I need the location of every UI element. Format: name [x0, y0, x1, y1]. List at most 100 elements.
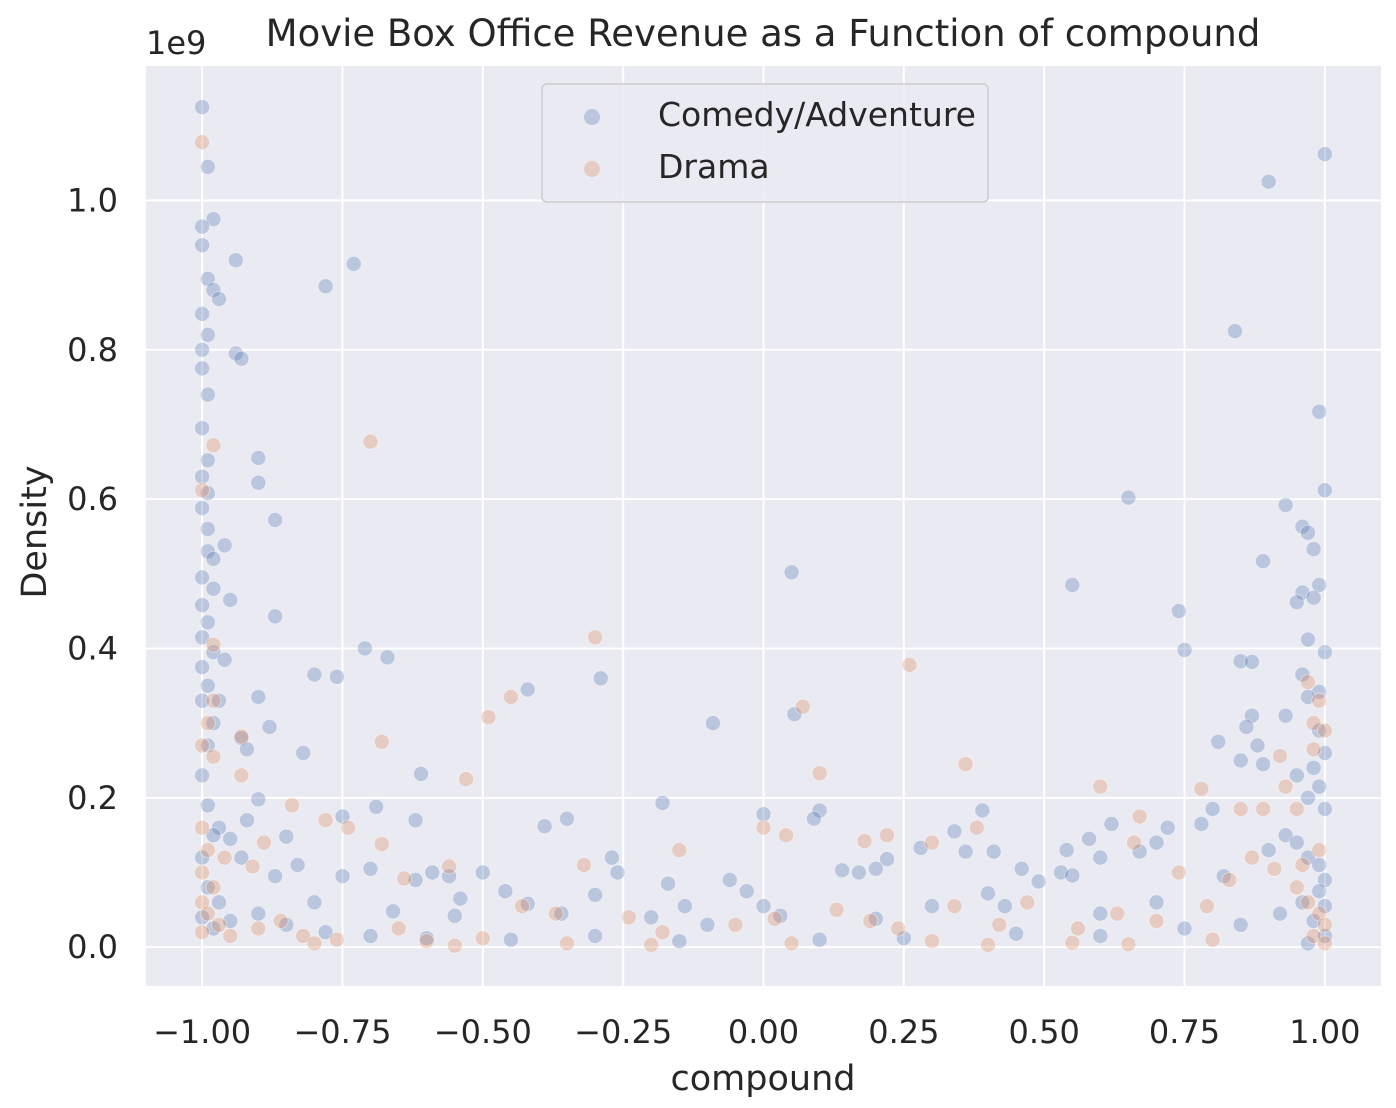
data-points — [194, 99, 1333, 954]
data-point — [1232, 752, 1249, 769]
data-point — [811, 931, 828, 948]
data-point — [413, 766, 430, 782]
data-point — [604, 849, 620, 866]
y-tick-label: 0.4 — [67, 629, 118, 667]
data-point — [295, 928, 312, 944]
data-point — [1176, 642, 1193, 658]
data-point — [250, 450, 267, 466]
data-point — [233, 849, 250, 866]
data-point — [699, 916, 716, 933]
data-point — [1317, 722, 1333, 739]
data-point — [587, 928, 603, 944]
data-point — [194, 629, 211, 646]
data-point — [1221, 872, 1238, 888]
legend-marker-drama — [584, 161, 600, 177]
data-point — [654, 924, 671, 941]
data-point — [233, 350, 250, 367]
data-point — [502, 689, 519, 705]
data-point — [446, 907, 463, 924]
data-point — [536, 818, 553, 835]
data-point — [255, 834, 272, 851]
data-point — [1305, 589, 1322, 606]
data-point — [1288, 594, 1305, 611]
data-point — [205, 715, 222, 731]
data-point — [1232, 916, 1249, 933]
data-point — [856, 833, 873, 849]
data-point — [317, 278, 334, 295]
data-point — [1148, 834, 1165, 851]
data-point — [317, 924, 334, 941]
data-point — [1008, 925, 1024, 942]
data-point — [205, 748, 222, 765]
data-point — [1227, 323, 1243, 340]
data-point — [738, 883, 755, 900]
data-point — [974, 802, 991, 819]
data-point — [441, 858, 458, 875]
data-point — [373, 836, 390, 852]
data-point — [1300, 674, 1316, 690]
data-point — [1277, 827, 1294, 844]
data-point — [1092, 928, 1109, 944]
data-point — [1126, 834, 1142, 851]
data-point — [547, 905, 564, 922]
data-point — [1255, 553, 1271, 569]
data-point — [794, 698, 811, 715]
data-point — [1272, 748, 1288, 764]
data-point — [194, 767, 211, 784]
data-point — [1070, 920, 1086, 937]
data-point — [1109, 905, 1126, 922]
x-tick-labels: −1.00 −0.75 −0.50 −0.25 0.00 0.25 0.50 0.75 1.00 — [153, 1013, 1360, 1051]
data-point — [199, 326, 216, 343]
data-point — [654, 795, 671, 811]
data-point — [216, 537, 233, 554]
data-point — [194, 924, 211, 941]
data-point — [1204, 801, 1221, 817]
data-point — [418, 933, 435, 950]
data-point — [946, 898, 963, 914]
data-point — [239, 812, 255, 829]
data-point — [194, 597, 211, 614]
data-point — [211, 692, 227, 709]
data-point — [1305, 928, 1322, 944]
data-point — [957, 843, 974, 860]
data-point — [620, 909, 637, 926]
data-point — [1288, 879, 1305, 896]
data-point — [587, 629, 603, 646]
data-point — [261, 719, 278, 735]
data-point — [345, 255, 362, 272]
data-point — [924, 834, 940, 851]
data-point — [211, 916, 227, 933]
data-point — [194, 482, 211, 499]
data-point — [356, 640, 373, 657]
data-point — [1244, 849, 1260, 866]
data-point — [1148, 913, 1165, 929]
data-point — [609, 864, 626, 881]
data-point — [368, 798, 385, 815]
data-point — [1171, 864, 1187, 881]
data-point — [194, 360, 211, 377]
x-axis-label: compound — [671, 1059, 856, 1099]
data-point — [980, 937, 996, 953]
data-point — [1064, 867, 1081, 884]
data-point — [205, 580, 222, 597]
y-tick-label: 1.0 — [67, 181, 118, 219]
data-point — [1305, 541, 1322, 557]
data-point — [452, 890, 469, 907]
data-point — [222, 831, 239, 847]
data-point — [424, 864, 441, 881]
data-point — [1300, 894, 1316, 911]
data-point — [458, 771, 474, 787]
data-point — [1277, 707, 1294, 724]
x-tick-label: 0.25 — [868, 1013, 939, 1051]
x-tick-label: −0.50 — [434, 1013, 532, 1051]
data-point — [1148, 894, 1165, 911]
data-point — [222, 592, 239, 608]
data-point — [250, 920, 267, 937]
chart-title: Movie Box Office Revenue as a Function o… — [266, 12, 1261, 55]
data-point — [851, 864, 867, 881]
data-point — [1288, 767, 1305, 784]
data-point — [199, 879, 216, 896]
x-tick-label: 0.50 — [1009, 1013, 1080, 1051]
data-point — [1288, 834, 1305, 851]
data-point — [194, 659, 211, 675]
